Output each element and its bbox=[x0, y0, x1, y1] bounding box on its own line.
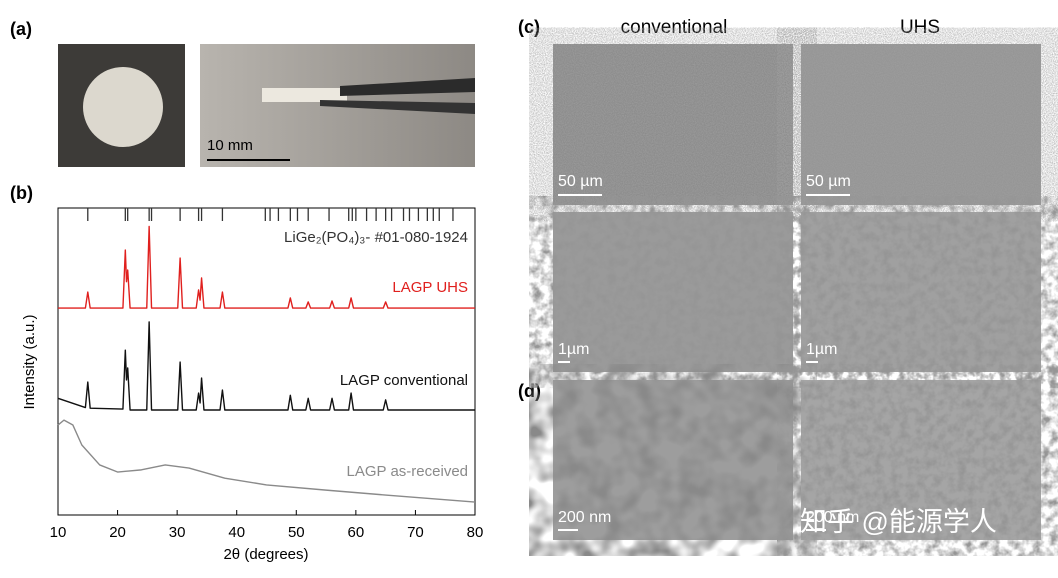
reference-label: LiGe₂(PO₄)₃- #01-080-1924 bbox=[284, 229, 468, 246]
x-tick-label: 60 bbox=[348, 524, 365, 541]
scale-label: 200 nm bbox=[806, 509, 859, 526]
xrd-pattern bbox=[58, 225, 475, 309]
y-axis-label: Intensity (a.u.) bbox=[21, 314, 38, 409]
x-tick-label: 30 bbox=[169, 524, 186, 541]
column-header: conventional bbox=[621, 17, 728, 38]
plot-frame bbox=[57, 207, 476, 516]
micrographs bbox=[553, 44, 1041, 540]
panel-label: (a) bbox=[10, 19, 32, 39]
xrd-pattern bbox=[57, 419, 476, 503]
watermark: 知乎 @能源学人 bbox=[800, 507, 997, 537]
x-tick-label: 80 bbox=[467, 524, 484, 541]
x-tick-label: 20 bbox=[109, 524, 126, 541]
scale-label: 10 mm bbox=[207, 137, 253, 154]
series-label: LAGP as-received bbox=[347, 463, 468, 480]
scale-label: 1µm bbox=[806, 341, 837, 358]
sample bbox=[262, 88, 347, 102]
column-header: UHS bbox=[900, 17, 940, 38]
tweezers bbox=[340, 78, 475, 96]
panel-label: (d) bbox=[518, 381, 541, 401]
scale-label: 200 nm bbox=[558, 509, 611, 526]
series-label: LAGP UHS bbox=[392, 279, 468, 296]
tweezers bbox=[320, 100, 475, 114]
x-tick-label: 50 bbox=[288, 524, 305, 541]
x-axis-label: 2θ (degrees) bbox=[223, 546, 308, 563]
x-tick-label: 70 bbox=[407, 524, 424, 541]
panel-label: (b) bbox=[10, 183, 33, 203]
scale-label: 50 µm bbox=[806, 173, 851, 190]
scale-label: 50 µm bbox=[558, 173, 603, 190]
x-tick-label: 10 bbox=[50, 524, 67, 541]
scale-label: 1µm bbox=[558, 341, 589, 358]
series-label: LAGP conventional bbox=[340, 372, 468, 389]
pellet bbox=[83, 67, 163, 147]
xrd-pattern bbox=[57, 321, 475, 411]
x-tick-label: 40 bbox=[228, 524, 245, 541]
panel-label: (c) bbox=[518, 17, 540, 37]
